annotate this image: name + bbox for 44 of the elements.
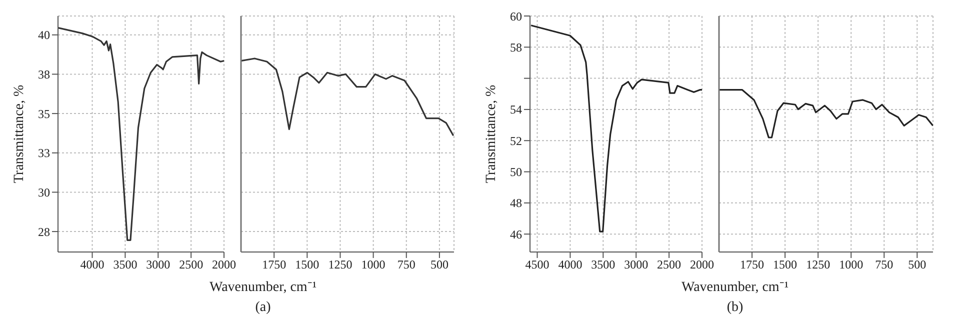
y-tick-label: 38 bbox=[38, 67, 50, 82]
y-tick-label: 48 bbox=[510, 196, 522, 210]
x-tick-label: 2000 bbox=[690, 258, 714, 272]
x-tick-label: 1250 bbox=[806, 258, 830, 272]
y-tick-label: 54 bbox=[510, 102, 522, 117]
x-axis-title: Wavenumber, cm⁻¹ bbox=[680, 279, 790, 296]
y-tick-label: 60 bbox=[510, 9, 522, 24]
x-tick-label: 1750 bbox=[262, 258, 286, 272]
y-axis-title: Transmittance, % bbox=[12, 84, 27, 184]
x-tick-label: 3000 bbox=[624, 258, 648, 272]
line-series bbox=[530, 24, 702, 232]
x-tick-label: 3500 bbox=[113, 258, 138, 272]
y-axis-title: Transmittance, % bbox=[484, 84, 499, 184]
x-tick-label: 750 bbox=[875, 258, 894, 272]
y-tick-label: 46 bbox=[510, 227, 522, 242]
x-tick-label: 500 bbox=[908, 258, 926, 272]
x-tick-label: 1500 bbox=[295, 258, 320, 272]
text: (b) bbox=[726, 300, 744, 316]
x-tick-label: 750 bbox=[397, 258, 416, 272]
x-axis-title: Wavenumber, cm⁻¹ bbox=[208, 279, 318, 296]
x-tick-label: 1500 bbox=[773, 258, 798, 272]
x-tick-label: 4000 bbox=[558, 258, 582, 272]
y-tick-label: 28 bbox=[38, 224, 50, 239]
y-tick-label: 58 bbox=[510, 40, 522, 54]
x-tick-label: 500 bbox=[430, 258, 448, 272]
y-tick-label: 35 bbox=[38, 106, 50, 121]
y-tick-label: 40 bbox=[38, 28, 50, 42]
x-tick-label: 4000 bbox=[80, 258, 104, 272]
x-tick-label: 1000 bbox=[839, 258, 864, 272]
x-tick-label: 2500 bbox=[179, 258, 204, 272]
line-series bbox=[58, 27, 224, 241]
x-tick-label: 2500 bbox=[657, 258, 682, 272]
y-tick-label: 33 bbox=[38, 146, 50, 160]
x-tick-label: 3500 bbox=[591, 258, 616, 272]
text: (a) bbox=[254, 300, 272, 316]
x-tick-label: 4500 bbox=[525, 258, 550, 272]
y-tick-label: 50 bbox=[510, 165, 522, 180]
y-tick-label: 52 bbox=[510, 134, 522, 148]
x-tick-label: 3000 bbox=[146, 258, 170, 272]
x-tick-label: 1000 bbox=[361, 258, 386, 272]
y-tick-label: 30 bbox=[38, 185, 50, 200]
x-tick-label: 1750 bbox=[740, 258, 764, 272]
x-tick-label: 1250 bbox=[328, 258, 352, 272]
x-tick-label: 2000 bbox=[212, 258, 236, 272]
